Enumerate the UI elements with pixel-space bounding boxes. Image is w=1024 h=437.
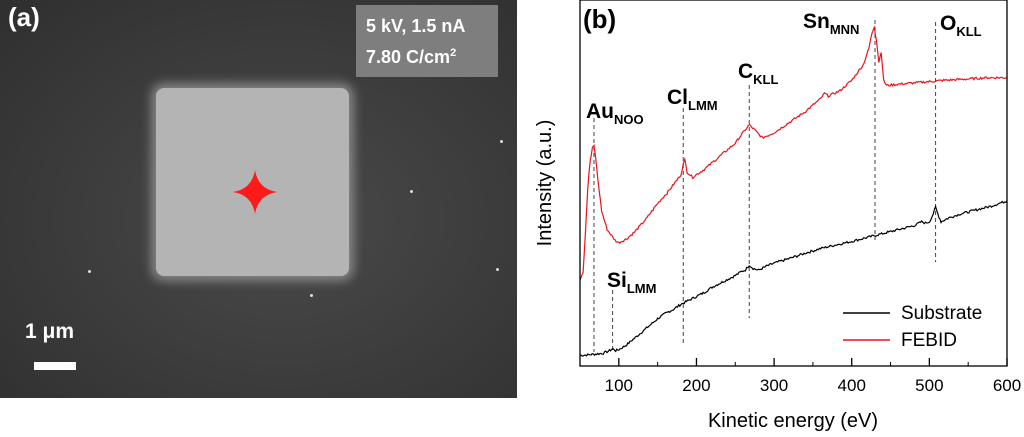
peak-label-au: AuNOO bbox=[586, 100, 644, 127]
surface-particle bbox=[88, 270, 91, 273]
legend: Substrate FEBID bbox=[843, 303, 982, 351]
peak-label-transition: LMM bbox=[627, 281, 657, 296]
surface-particle bbox=[310, 294, 313, 297]
x-tick-label-600: 600 bbox=[993, 376, 1021, 395]
peak-guide-lines bbox=[593, 20, 937, 352]
scale-bar bbox=[34, 362, 76, 370]
peak-label-element: Si bbox=[607, 269, 627, 292]
peak-label-transition: KLL bbox=[753, 72, 778, 87]
dose-exponent: 2 bbox=[450, 47, 457, 59]
panel-b-label: (b) bbox=[583, 4, 616, 34]
x-tick-label-300: 300 bbox=[760, 376, 788, 395]
x-tick-label-400: 400 bbox=[838, 376, 866, 395]
x-axis-label: Kinetic energy (eV) bbox=[708, 410, 878, 432]
peak-label-element: O bbox=[940, 12, 956, 35]
peak-label-c: CKLL bbox=[738, 60, 779, 87]
peak-label-transition: NOO bbox=[614, 112, 644, 127]
peak-label-sn: SnMNN bbox=[803, 10, 859, 37]
legend-label-substrate: Substrate bbox=[901, 303, 982, 324]
electron-dose: 7.80 C/cm2 bbox=[366, 40, 488, 71]
peak-label-transition: KLL bbox=[956, 24, 981, 39]
peak-label-element: Sn bbox=[803, 10, 830, 33]
dose-value: 7.80 C/cm bbox=[366, 47, 451, 67]
peak-label-o: OKLL bbox=[940, 12, 982, 39]
scale-bar-label: 1 μm bbox=[25, 320, 75, 343]
peak-label-element: Cl bbox=[667, 86, 688, 109]
x-tick-label-200: 200 bbox=[682, 376, 710, 395]
peak-label-si: SiLMM bbox=[607, 269, 656, 296]
spectrum-series bbox=[579, 25, 1008, 357]
x-tick-label-500: 500 bbox=[915, 376, 943, 395]
y-axis-label: Intensity (a.u.) bbox=[534, 120, 556, 247]
peak-label-element: Au bbox=[586, 100, 614, 123]
surface-particle bbox=[410, 190, 413, 193]
x-axis-ticks: 100 200 300 400 500 600 bbox=[579, 358, 1021, 395]
x-tick-label-100: 100 bbox=[605, 376, 633, 395]
beam-info-box: 5 kV, 1.5 nA 7.80 C/cm2 bbox=[356, 5, 498, 77]
auger-spectrum-chart: (b) 100 200 300 400 500 600 AuNOOSiLMMClLMMCK… bbox=[534, 0, 1021, 432]
plot-frame bbox=[579, 0, 1008, 367]
series-line-febid bbox=[579, 25, 1008, 281]
panel-a-label: (a) bbox=[8, 2, 40, 32]
peak-label-element: C bbox=[738, 60, 753, 83]
surface-particle bbox=[500, 140, 503, 143]
series-line-substrate bbox=[579, 200, 1008, 357]
peak-label-cl: ClLMM bbox=[667, 86, 718, 113]
peak-label-transition: MNN bbox=[830, 22, 860, 37]
legend-label-febid: FEBID bbox=[901, 330, 957, 351]
peak-label-transition: LMM bbox=[688, 98, 718, 113]
analysis-spot-marker-icon bbox=[233, 170, 277, 214]
surface-particle bbox=[496, 268, 499, 271]
sem-image-panel: (a) 5 kV, 1.5 nA 7.80 C/cm2 1 μm bbox=[0, 0, 517, 398]
beam-conditions: 5 kV, 1.5 nA bbox=[366, 16, 466, 36]
